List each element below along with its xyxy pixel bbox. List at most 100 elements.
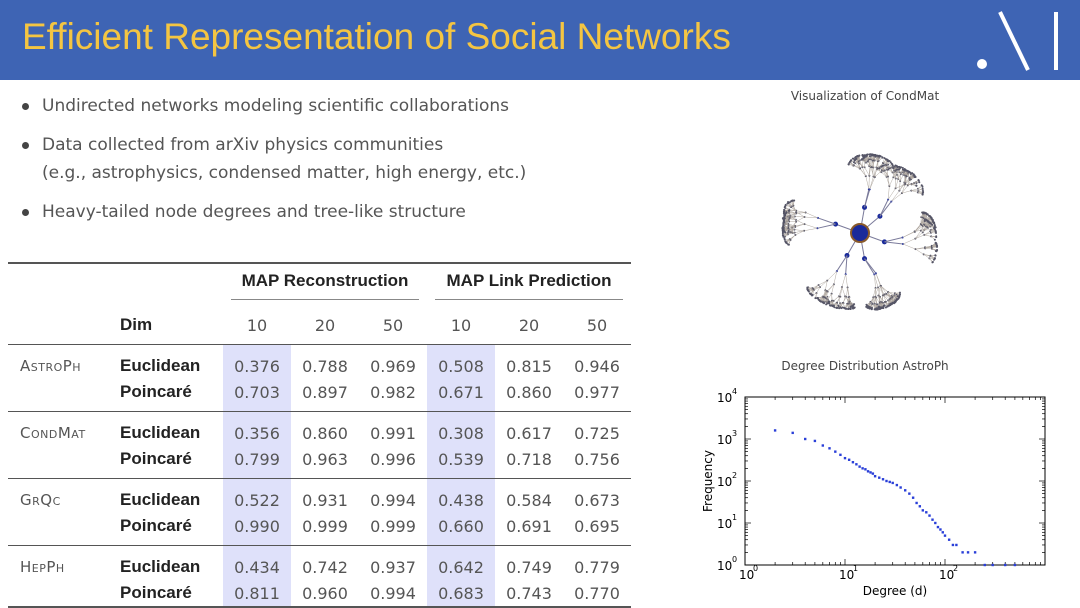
- dataset-label: HepPh: [8, 546, 118, 581]
- network-edge: [865, 189, 870, 207]
- slide-title: Efficient Representation of Social Netwo…: [22, 16, 731, 58]
- data-point: [944, 534, 946, 536]
- network-node: [792, 200, 794, 202]
- network-node: [898, 168, 900, 170]
- data-point: [861, 467, 863, 469]
- network-edge: [888, 186, 889, 199]
- data-point: [939, 528, 941, 530]
- network-edge: [870, 176, 874, 189]
- value-cell: 0.356: [223, 412, 291, 447]
- network-node: [922, 187, 924, 189]
- network-node: [785, 212, 787, 214]
- network-edge: [884, 242, 903, 244]
- x-tick-label: 10: [839, 568, 854, 582]
- x-tick-exponent: 0: [753, 564, 758, 573]
- network-node: [924, 220, 926, 222]
- network-node: [833, 306, 835, 308]
- bullet-icon: [22, 142, 29, 149]
- x-tick-label: 10: [739, 568, 754, 582]
- network-node: [931, 224, 933, 226]
- network-node: [819, 300, 821, 302]
- network-node: [822, 301, 824, 303]
- bullet-text: Data collected from arXiv physics commun…: [42, 135, 443, 155]
- y-tick-exponent: 1: [732, 513, 737, 522]
- network-edge: [794, 230, 804, 231]
- network-node: [869, 155, 871, 157]
- network-node: [825, 303, 827, 305]
- network-node: [879, 156, 881, 158]
- network-node: [922, 191, 924, 193]
- value-cell: 0.946: [563, 345, 631, 380]
- dataset-label: [8, 513, 118, 546]
- y-tick-label: 10: [717, 475, 732, 489]
- value-cell: 0.994: [359, 580, 427, 607]
- network-node: [934, 254, 936, 256]
- network-edge: [817, 224, 835, 228]
- data-point: [872, 472, 874, 474]
- value-cell: 0.584: [495, 479, 563, 514]
- network-edge: [846, 274, 848, 287]
- value-cell: 0.376: [223, 345, 291, 380]
- results-table: MAP Reconstruction MAP Link Prediction D…: [8, 262, 631, 608]
- network-node: [863, 156, 865, 158]
- network-edge: [790, 235, 795, 240]
- value-cell: 0.779: [563, 546, 631, 581]
- network-edge: [866, 176, 869, 189]
- network-node: [869, 306, 871, 308]
- y-tick-exponent: 4: [732, 387, 737, 396]
- model-label: Poincaré: [118, 513, 223, 546]
- value-cell: 0.539: [427, 446, 495, 479]
- bullet-list: Undirected networks modeling scientific …: [20, 92, 660, 237]
- network-node: [881, 156, 883, 158]
- dim-label: Dim: [118, 306, 223, 345]
- data-point: [952, 544, 954, 546]
- network-edge: [884, 237, 902, 241]
- network-node: [927, 221, 929, 223]
- bullet-item: Heavy-tailed node degrees and tree-like …: [20, 198, 660, 226]
- network-node: [899, 166, 901, 168]
- network-node: [924, 212, 926, 214]
- network-edge: [888, 188, 895, 199]
- data-point: [904, 489, 906, 491]
- network-node: [894, 300, 896, 302]
- value-cell: 0.508: [427, 345, 495, 380]
- network-node: [838, 307, 840, 309]
- y-tick-label: 10: [717, 433, 732, 447]
- data-point: [822, 444, 824, 446]
- network-node: [787, 202, 789, 204]
- network-node: [783, 216, 785, 218]
- model-label: Euclidean: [118, 546, 223, 581]
- data-point: [882, 478, 884, 480]
- table-dim-row: Dim 10 20 50 10 20 50: [8, 306, 631, 345]
- data-point: [839, 454, 841, 456]
- value-cell: 0.991: [359, 412, 427, 447]
- network-node: [931, 217, 933, 219]
- value-cell: 0.999: [359, 513, 427, 546]
- network-node: [782, 232, 784, 234]
- data-point: [948, 539, 950, 541]
- value-cell: 0.642: [427, 546, 495, 581]
- data-point: [912, 497, 914, 499]
- y-tick-label: 10: [717, 391, 732, 405]
- network-edge: [904, 175, 905, 182]
- network-node: [936, 245, 938, 247]
- dim-cell: 10: [223, 306, 291, 345]
- network-edge: [889, 177, 893, 186]
- network-node: [849, 161, 851, 163]
- network-edge: [924, 235, 931, 236]
- network-node: [880, 306, 882, 308]
- data-point: [828, 447, 830, 449]
- network-hub: [851, 224, 869, 242]
- data-point: [1014, 564, 1016, 566]
- model-label: Poincaré: [118, 446, 223, 479]
- network-node: [905, 169, 907, 171]
- network-node: [883, 305, 885, 307]
- data-point: [928, 514, 930, 516]
- network-node: [922, 213, 924, 215]
- network-node: [812, 294, 814, 296]
